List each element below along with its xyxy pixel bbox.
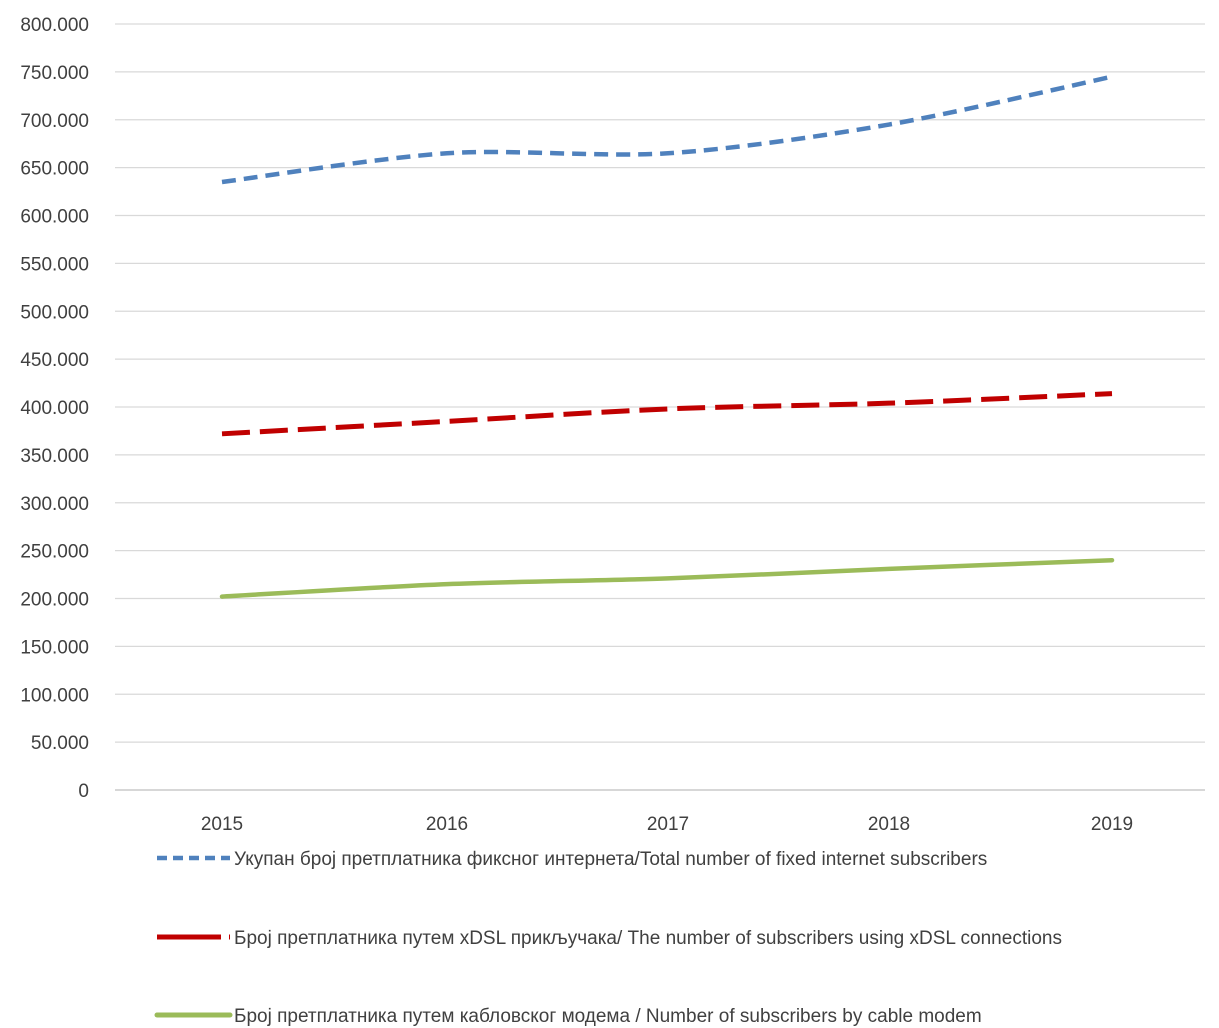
legend: Укупан број претплатника фиксног интерне… xyxy=(154,849,1062,1027)
series-line-2 xyxy=(221,391,1113,437)
y-tick-label: 200.000 xyxy=(20,590,89,611)
y-tick-label: 500.000 xyxy=(20,302,89,323)
y-tick-label: 150.000 xyxy=(20,637,89,658)
y-tick-label: 0 xyxy=(78,781,89,802)
y-tick-label: 250.000 xyxy=(20,542,89,563)
y-tick-label: 50.000 xyxy=(31,733,89,754)
y-tick-label: 600.000 xyxy=(20,207,89,228)
y-tick-label: 800.000 xyxy=(20,15,89,36)
x-tick-label: 2017 xyxy=(647,814,689,835)
legend-label-3: Број претплатника путем кабловског модем… xyxy=(234,1006,982,1027)
y-tick-label: 100.000 xyxy=(20,685,89,706)
legend-label-2: Број претплатника путем xDSL прикључака/… xyxy=(234,928,1062,949)
series-lines xyxy=(219,74,1115,599)
y-tick-label: 750.000 xyxy=(20,63,89,84)
y-tick-label: 450.000 xyxy=(20,350,89,371)
series-line-1 xyxy=(221,74,1113,185)
y-tick-label: 700.000 xyxy=(20,111,89,132)
series-line-3 xyxy=(219,557,1115,599)
x-tick-label: 2016 xyxy=(426,814,468,835)
y-tick-label: 350.000 xyxy=(20,446,89,467)
legend-label-1: Укупан број претплатника фиксног интерне… xyxy=(234,849,987,870)
gridlines xyxy=(115,23,1205,791)
x-tick-label: 2019 xyxy=(1091,814,1133,835)
y-tick-label: 300.000 xyxy=(20,494,89,515)
x-tick-label: 2015 xyxy=(201,814,243,835)
x-tick-label: 2018 xyxy=(868,814,910,835)
y-tick-label: 550.000 xyxy=(20,254,89,275)
y-axis-tick-labels: 0 50.000 100.000 150.000 200.000 250.000 300.0… xyxy=(20,15,89,802)
x-axis-tick-labels: 2015 2016 2017 2018 2019 xyxy=(201,814,1133,835)
y-tick-label: 650.000 xyxy=(20,159,89,180)
y-tick-label: 400.000 xyxy=(20,398,89,419)
